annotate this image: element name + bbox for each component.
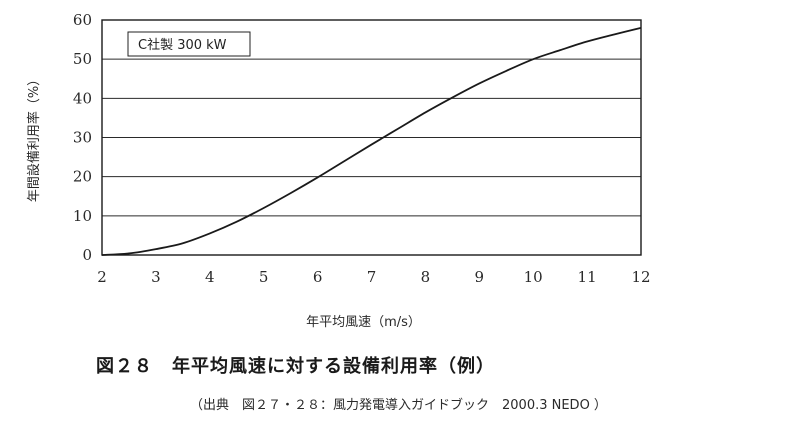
legend-box [127,31,251,57]
x-axis-label: 年平均風速（m/s） [306,315,421,330]
x-tick-label-9: 11 [578,268,597,286]
y-tick-label-4: 40 [73,89,92,107]
x-tick-label-3: 5 [259,268,269,286]
y-tick-label-1: 10 [73,207,92,225]
legend: C社製 300 kW [127,31,251,57]
y-tick-label-2: 20 [73,168,92,186]
figure-source: （出典 図２７・２８：風力発電導入ガイドブック 2000.3 NEDO ） [190,398,607,413]
figure-caption: 図２８ 年平均風速に対する設備利用率（例） [96,356,495,377]
y-tick-label-0: 0 [82,246,92,264]
x-tick-label-4: 6 [313,268,323,286]
legend-label: C社製 300 kW [138,37,227,53]
x-tick-label-10: 12 [631,268,650,286]
x-tick-label-5: 7 [367,268,377,286]
y-tick-label-3: 30 [73,129,92,147]
y-tick-label-6: 60 [73,11,92,29]
series-line-0 [101,26,642,256]
plot-frame [101,19,642,256]
x-tick-label-1: 3 [151,268,161,286]
series-layer [101,26,642,256]
x-tick-label-8: 10 [524,268,543,286]
x-tick-label-0: 2 [97,268,107,286]
plot-border [101,19,642,256]
x-tick-label-2: 4 [205,268,215,286]
x-tick-label-7: 9 [475,268,485,286]
y-tick-label-5: 50 [73,50,92,68]
tick-labels: 0 10 20 30 40 50 60 2 3 4 5 6 7 8 9 10 11 12 [73,11,651,286]
y-axis-label: 年間設備利用率（%） [26,73,42,202]
x-tick-label-6: 8 [421,268,431,286]
chart: 0 10 20 30 40 50 60 2 3 4 5 6 7 8 9 10 11 12 C社製 300 kW 年… [26,11,651,330]
